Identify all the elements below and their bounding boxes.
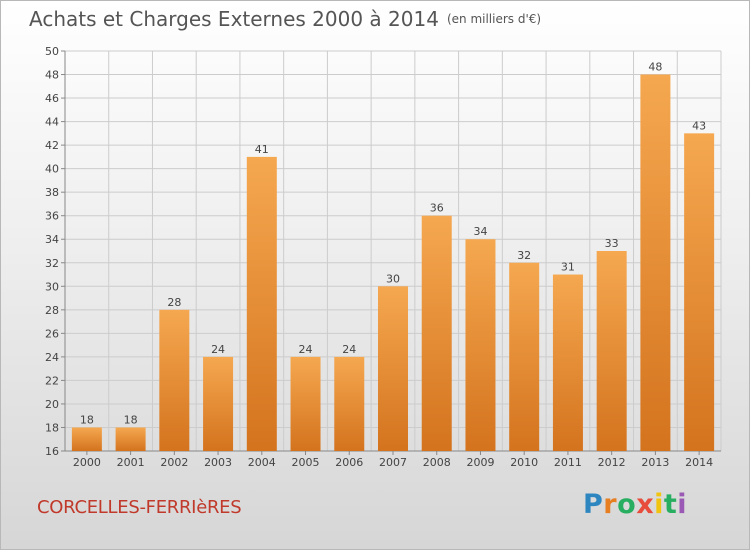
y-tick-label: 50 xyxy=(45,45,59,58)
value-label: 18 xyxy=(80,413,94,426)
bar xyxy=(684,133,715,451)
logo-letter: i xyxy=(677,489,688,520)
x-tick-label: 2011 xyxy=(554,456,582,469)
y-tick-label: 26 xyxy=(45,327,59,340)
value-label: 48 xyxy=(648,61,662,74)
bar xyxy=(203,356,234,451)
bar xyxy=(246,156,277,451)
bar xyxy=(596,251,627,451)
logo-letter: o xyxy=(617,489,637,520)
y-tick-label: 42 xyxy=(45,139,59,152)
y-tick-label: 38 xyxy=(45,186,59,199)
y-tick-label: 44 xyxy=(45,116,59,129)
bar xyxy=(421,215,452,451)
y-tick-label: 16 xyxy=(45,445,59,458)
bar xyxy=(159,309,190,451)
logo-letter: t xyxy=(663,489,678,520)
x-tick-label: 2014 xyxy=(685,456,713,469)
x-tick-label: 2013 xyxy=(641,456,669,469)
logo-letter: i xyxy=(654,489,664,520)
bar xyxy=(334,356,365,451)
value-label: 18 xyxy=(124,413,138,426)
value-label: 24 xyxy=(211,343,225,356)
value-label: 28 xyxy=(167,296,181,309)
x-tick-label: 2010 xyxy=(510,456,538,469)
x-tick-label: 2000 xyxy=(73,456,101,469)
bar xyxy=(290,356,321,451)
x-tick-label: 2009 xyxy=(466,456,494,469)
chart-unit: (en milliers d'€) xyxy=(446,12,542,26)
labels: 16 18 20 22 24 26 28 30 32 34 36 38 40 42 44 46 48 50 18 20… xyxy=(45,45,713,469)
y-tick-label: 32 xyxy=(45,257,59,270)
y-tick-label: 18 xyxy=(45,421,59,434)
x-tick-label: 2002 xyxy=(160,456,188,469)
x-tick-label: 2001 xyxy=(117,456,145,469)
y-tick-label: 46 xyxy=(45,92,59,105)
bar xyxy=(509,262,540,451)
bar xyxy=(640,74,671,451)
x-tick-label: 2006 xyxy=(335,456,363,469)
chart-title: Achats et Charges Externes 2000 à 2014 (e… xyxy=(29,7,541,31)
y-tick-label: 22 xyxy=(45,374,59,387)
x-tick-label: 2007 xyxy=(379,456,407,469)
y-tick-label: 40 xyxy=(45,163,59,176)
x-tick-label: 2004 xyxy=(248,456,276,469)
value-label: 24 xyxy=(342,343,356,356)
x-tick-label: 2012 xyxy=(598,456,626,469)
chart-title-text: Achats et Charges Externes 2000 à 2014 xyxy=(29,7,439,31)
y-tick-label: 36 xyxy=(45,210,59,223)
bar xyxy=(115,427,146,451)
y-tick-label: 34 xyxy=(45,233,59,246)
bar xyxy=(378,286,408,451)
bars xyxy=(71,74,715,451)
logo-letter: P xyxy=(583,489,604,520)
proxiti-logo: Proxiti xyxy=(583,489,687,520)
logo-letter: x xyxy=(636,489,655,520)
logo-letter: r xyxy=(603,489,618,520)
value-label: 36 xyxy=(430,202,444,215)
bar xyxy=(71,427,102,451)
x-tick-label: 2008 xyxy=(423,456,451,469)
y-tick-label: 48 xyxy=(45,69,59,82)
commune-name: CORCELLES-FERRIèRES xyxy=(37,497,242,518)
value-label: 33 xyxy=(605,237,619,250)
value-label: 34 xyxy=(473,225,487,238)
value-label: 43 xyxy=(692,119,706,132)
value-label: 24 xyxy=(299,343,313,356)
bar xyxy=(552,274,583,451)
x-tick-label: 2003 xyxy=(204,456,232,469)
y-tick-label: 20 xyxy=(45,398,59,411)
value-label: 41 xyxy=(255,143,269,156)
bar xyxy=(465,239,496,451)
y-tick-label: 30 xyxy=(45,280,59,293)
value-label: 31 xyxy=(561,261,575,274)
y-tick-label: 24 xyxy=(45,351,59,364)
x-tick-label: 2005 xyxy=(292,456,320,469)
value-label: 30 xyxy=(386,272,400,285)
y-tick-label: 28 xyxy=(45,304,59,317)
value-label: 32 xyxy=(517,249,531,262)
